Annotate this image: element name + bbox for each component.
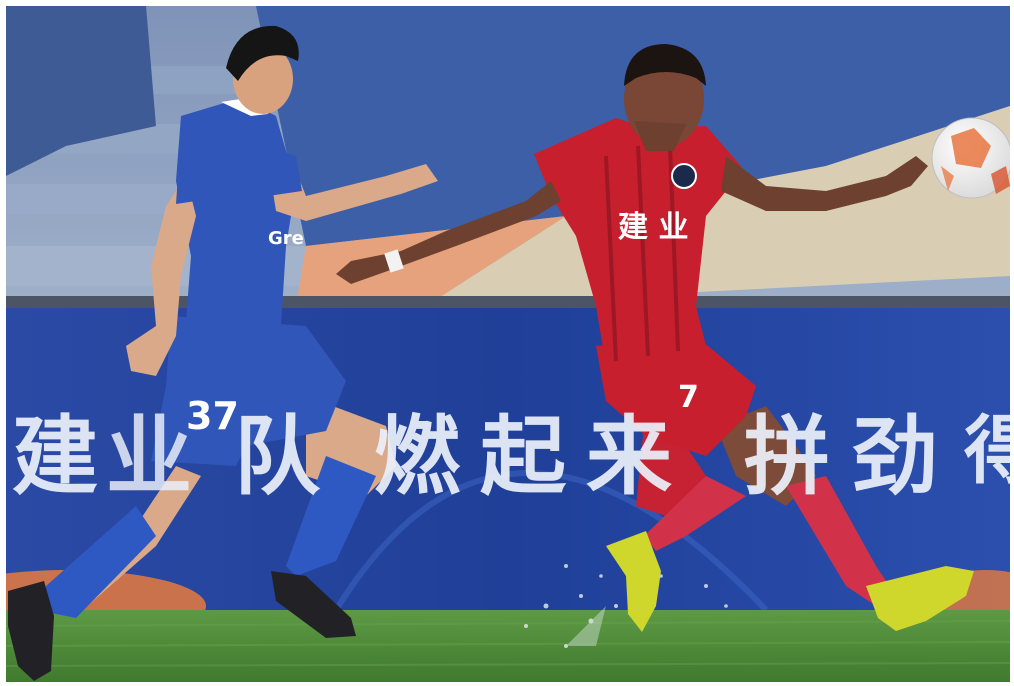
red-player-stripes (604, 145, 680, 362)
red-player-right-boot (866, 566, 974, 631)
red-player-right-arm (721, 156, 928, 211)
blue-player-shorts (151, 316, 346, 466)
blue-player-number: 37 (186, 394, 239, 438)
red-player-left-boot (606, 531, 661, 632)
red-player-neck (634, 121, 686, 151)
red-player-shirt-text: 建 业 (618, 210, 689, 245)
blue-player (8, 25, 438, 681)
blue-player-front-sock (286, 456, 376, 576)
red-player-shorts (596, 336, 756, 456)
red-player-left-sock (644, 476, 746, 551)
blue-player-shirt-text: Gre (268, 228, 304, 249)
sunlit-area (426, 106, 1010, 306)
red-player-right-leg (716, 406, 816, 506)
orange-board-edge (296, 216, 566, 306)
blue-player-front-boot (271, 571, 356, 638)
grass-stripes (6, 620, 1010, 667)
blue-player-left-arm (126, 176, 196, 376)
water-splash (524, 564, 728, 648)
board-arc (333, 470, 769, 613)
blue-player-hair (226, 25, 299, 81)
blue-player-sleeve (176, 171, 196, 204)
blue-player-sleeve (261, 146, 302, 196)
red-player-number: 7 (678, 380, 699, 415)
red-player-right-sock (786, 476, 896, 606)
blue-player-back-boot (8, 581, 54, 681)
red-player-wristband (384, 249, 404, 273)
red-player-hair (624, 44, 706, 86)
photo-scene (6, 6, 1010, 682)
blue-player-right-arm (268, 161, 438, 221)
pitch (6, 610, 1010, 682)
red-player-crest (671, 163, 697, 189)
blue-player-back-sock (41, 506, 156, 618)
blue-tarp (6, 6, 156, 176)
football (931, 117, 1010, 199)
red-player (336, 44, 974, 632)
match-photo: 建 业 队 燃 起 来 拼 劲 得 37 Gre 7 建 业 (6, 6, 1010, 682)
